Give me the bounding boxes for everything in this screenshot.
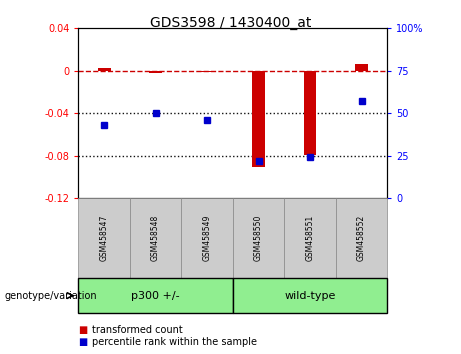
Bar — [355, 64, 368, 71]
Text: wild-type: wild-type — [284, 291, 336, 301]
Bar — [252, 71, 265, 167]
Text: transformed count: transformed count — [92, 325, 183, 335]
Text: percentile rank within the sample: percentile rank within the sample — [92, 337, 257, 347]
Text: genotype/variation: genotype/variation — [5, 291, 97, 301]
Text: ■: ■ — [78, 337, 88, 347]
Bar — [201, 71, 213, 72]
Bar — [149, 71, 162, 73]
Text: GSM458547: GSM458547 — [100, 215, 109, 261]
Text: GSM458550: GSM458550 — [254, 215, 263, 261]
Text: GSM458552: GSM458552 — [357, 215, 366, 261]
Text: GDS3598 / 1430400_at: GDS3598 / 1430400_at — [150, 16, 311, 30]
Bar — [98, 68, 111, 71]
Text: GSM458549: GSM458549 — [202, 215, 212, 261]
Text: GSM458551: GSM458551 — [306, 215, 314, 261]
Text: ■: ■ — [78, 325, 88, 335]
Bar — [304, 71, 316, 155]
Text: GSM458548: GSM458548 — [151, 215, 160, 261]
Text: p300 +/-: p300 +/- — [131, 291, 180, 301]
